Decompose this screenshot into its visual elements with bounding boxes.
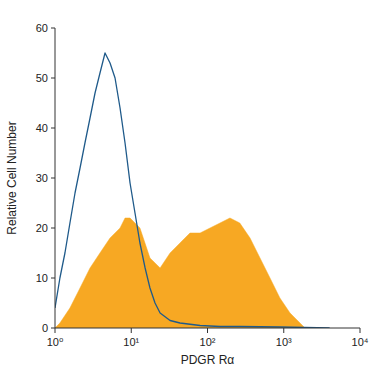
y-tick-label: 20: [36, 222, 48, 234]
y-tick: [51, 278, 55, 279]
y-tick-label: 30: [36, 172, 48, 184]
y-axis-label: Relative Cell Number: [5, 121, 19, 234]
y-tick-label: 50: [36, 72, 48, 84]
histogram-line: [55, 53, 330, 328]
y-tick-label: 10: [36, 272, 48, 284]
x-tick-label: 10¹: [123, 336, 139, 348]
x-tick: [360, 328, 361, 333]
y-tick: [51, 178, 55, 179]
x-tick-label: 10⁴: [352, 336, 369, 348]
x-tick-label: 10²: [200, 336, 216, 348]
chart: 0 10 20 30 40 50 60 10⁰ 10¹ 10² 10³ 10⁴ PDGR Rα Relat…: [0, 0, 375, 375]
plot-area: [55, 53, 330, 328]
x-tick: [207, 328, 208, 333]
y-tick-label: 0: [42, 322, 48, 334]
y-tick: [51, 128, 55, 129]
x-tick: [283, 328, 284, 333]
x-tick-label: 10⁰: [47, 336, 64, 348]
x-axis-label: PDGR Rα: [181, 353, 235, 367]
y-tick-label: 40: [36, 122, 48, 134]
histogram-area: [55, 218, 305, 328]
y-tick: [51, 228, 55, 229]
x-tick: [131, 328, 132, 333]
y-tick: [51, 78, 55, 79]
x-tick-label: 10³: [276, 336, 292, 348]
y-tick: [51, 28, 55, 29]
y-tick: [51, 328, 55, 329]
x-tick: [55, 328, 56, 333]
y-tick-label: 60: [36, 22, 48, 34]
